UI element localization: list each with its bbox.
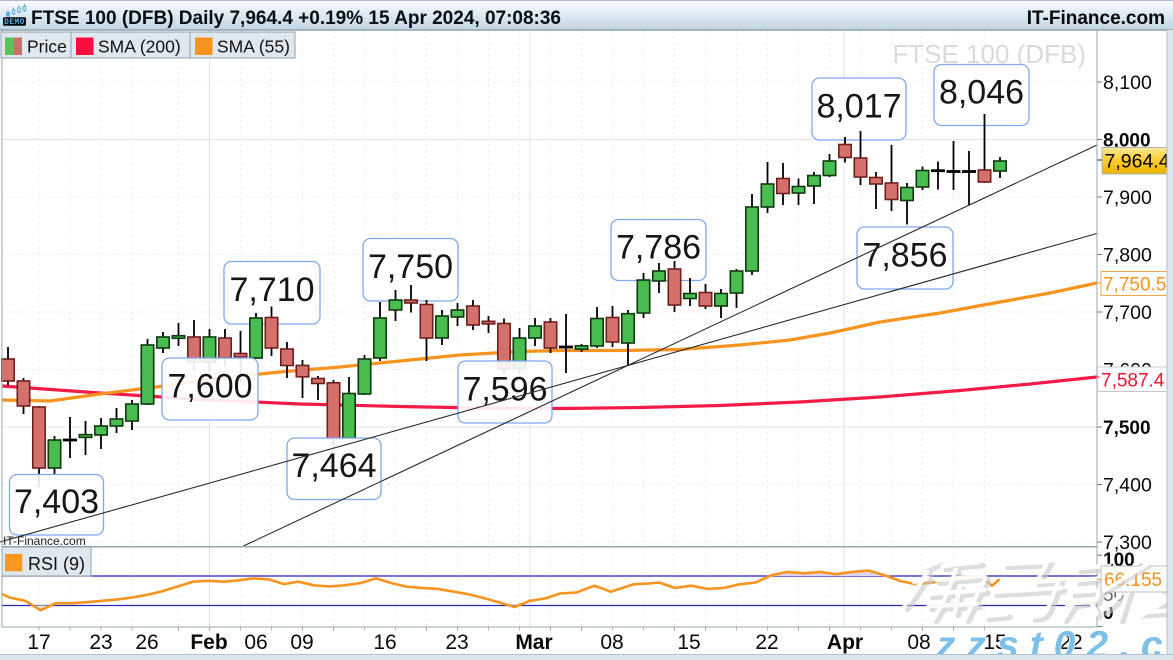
svg-text:Price: Price <box>27 37 67 57</box>
svg-text:Mar: Mar <box>515 631 552 654</box>
svg-text:7,464: 7,464 <box>291 447 376 485</box>
svg-text:08: 08 <box>907 631 930 654</box>
svg-text:15: 15 <box>983 631 1006 654</box>
svg-text:23: 23 <box>445 631 468 654</box>
svg-text:22: 22 <box>1059 631 1082 654</box>
svg-text:7,587.4: 7,587.4 <box>1101 371 1165 392</box>
svg-text:7,800: 7,800 <box>1103 244 1152 266</box>
svg-text:8,046: 8,046 <box>939 74 1024 112</box>
svg-text:8,017: 8,017 <box>816 88 901 126</box>
svg-text:7,300: 7,300 <box>1103 532 1152 554</box>
svg-text:7,964.4: 7,964.4 <box>1105 151 1170 173</box>
svg-text:7,500: 7,500 <box>1103 418 1151 439</box>
svg-text:16: 16 <box>373 631 396 654</box>
svg-text:FTSE 100 (DFB) Daily 7,964.4 +: FTSE 100 (DFB) Daily 7,964.4 +0.19% 15 A… <box>31 8 561 29</box>
svg-text:7,400: 7,400 <box>1103 474 1152 496</box>
svg-text:06: 06 <box>244 631 267 654</box>
svg-text:SMA (55): SMA (55) <box>217 37 290 57</box>
svg-text:IT-Finance.com: IT-Finance.com <box>1027 8 1165 29</box>
svg-text:8,000: 8,000 <box>1103 130 1151 151</box>
svg-text:09: 09 <box>290 631 313 654</box>
svg-text:8,100: 8,100 <box>1103 72 1152 94</box>
svg-text:08: 08 <box>600 631 623 654</box>
svg-text:Apr: Apr <box>827 631 863 654</box>
svg-text:23: 23 <box>89 631 112 654</box>
svg-text:SMA (200): SMA (200) <box>98 37 181 57</box>
svg-text:7,403: 7,403 <box>14 483 99 521</box>
svg-text:26: 26 <box>135 631 158 654</box>
svg-text:7,700: 7,700 <box>1103 302 1152 324</box>
svg-text:RSI (9): RSI (9) <box>28 554 85 574</box>
svg-text:7,750.5: 7,750.5 <box>1103 275 1166 296</box>
svg-text:7,856: 7,856 <box>862 237 947 275</box>
svg-text:7,786: 7,786 <box>616 229 701 267</box>
svg-text:17: 17 <box>27 631 50 654</box>
svg-text:7,710: 7,710 <box>229 271 314 309</box>
svg-text:7,750: 7,750 <box>368 248 453 286</box>
svg-text:Feb: Feb <box>190 631 227 654</box>
svg-text:7,600: 7,600 <box>167 368 252 406</box>
svg-text:15: 15 <box>677 631 700 654</box>
svg-text:IT-Finance.com: IT-Finance.com <box>3 534 86 548</box>
svg-text:22: 22 <box>755 631 778 654</box>
svg-text:7,900: 7,900 <box>1103 187 1152 209</box>
svg-text:DEMO: DEMO <box>4 19 25 27</box>
svg-text:7,596: 7,596 <box>462 371 547 409</box>
